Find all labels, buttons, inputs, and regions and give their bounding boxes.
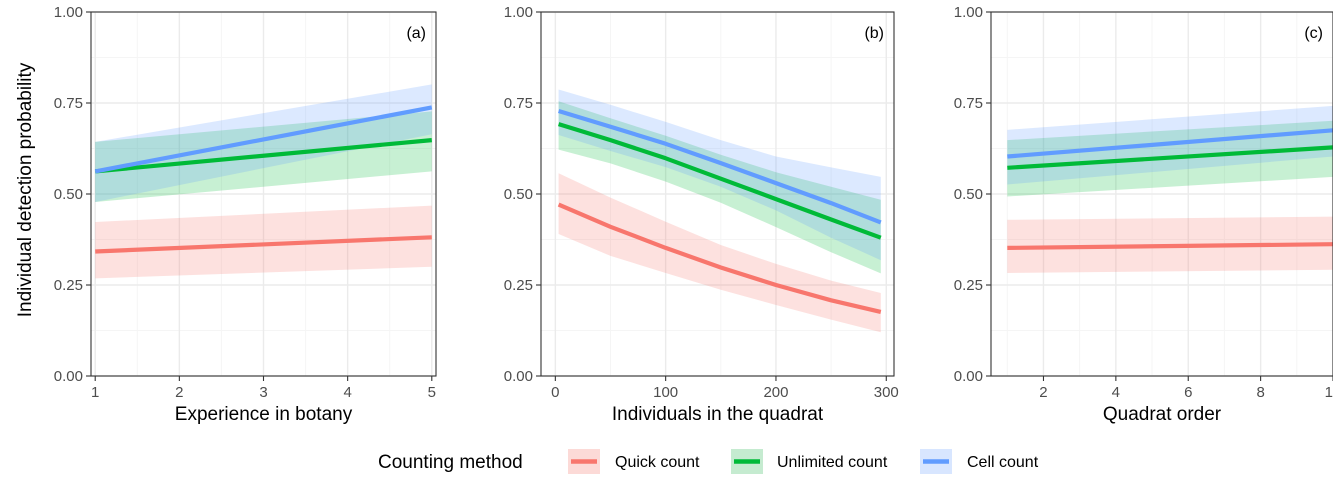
panel-b-x-tick-label: 200: [763, 384, 788, 401]
panel-c-y-tick-label: 0.75: [954, 95, 983, 112]
panel-a: 0.00 0.25 0.50 0.75 1.00 1 2 3 4 5 Experience in b…: [54, 4, 437, 425]
panel-c-y-tick-label: 0.25: [954, 277, 983, 294]
panel-c-x-tick-label: 2: [1039, 384, 1047, 401]
panel-a-y-tick-label: 1.00: [54, 4, 83, 21]
panel-c-line-cell-count: [1007, 128, 1333, 159]
panel-b-x-tick-label: 100: [653, 384, 678, 401]
panel-c-line-quick-count: [1007, 242, 1333, 250]
panel-b-ribbon-unlimited-count: [558, 101, 881, 274]
panel-c: 0.00 0.25 0.50 0.75 1.00 2 4 6 8 10 Quadrat order (…: [954, 4, 1333, 425]
panel-a-x-tick-label: 1: [91, 384, 99, 401]
panel-c-y-tick-label: 0.50: [954, 186, 983, 203]
panel-a-y-tick-label: 0.50: [54, 186, 83, 203]
panel-a-x-tick-label: 4: [343, 384, 351, 401]
panel-c-x-tick-label: 8: [1256, 384, 1264, 401]
legend-label-cell-count: Cell count: [967, 454, 1039, 471]
panel-a-x-axis-title: Experience in botany: [175, 404, 353, 425]
panel-c-x-tick-label: 10: [1325, 384, 1333, 401]
panel-b-tag: (b): [864, 25, 884, 42]
panel-a-line-cell-count: [94, 105, 433, 174]
panel-a-line-quick-count: [95, 235, 432, 254]
panel-a-x-tick-label: 5: [428, 384, 436, 401]
legend-item-unlimited-count: Unlimited count: [731, 449, 888, 474]
legend-title: Counting method: [378, 452, 523, 473]
panel-b-y-tick-label: 0.25: [504, 277, 533, 294]
panel-a-ribbon-cell-count: [95, 84, 432, 202]
panel-b-y-tick-label: 0.00: [504, 368, 533, 385]
panel-b-line-cell-count: [557, 108, 882, 225]
legend-label-unlimited-count: Unlimited count: [777, 454, 888, 471]
panel-c-x-tick-label: 4: [1112, 384, 1120, 401]
legend: Counting method Quick count Unlimited co…: [378, 449, 1039, 474]
panel-b-line-quick-count: [557, 202, 882, 314]
panel-b-line-unlimited-count: [557, 122, 882, 240]
legend-item-cell-count: Cell count: [920, 449, 1039, 474]
panel-b-y-tick-label: 0.50: [504, 186, 533, 203]
panel-b-x-tick-label: 300: [874, 384, 899, 401]
panel-a-line-unlimited-count: [95, 138, 432, 174]
panel-b: 0.00 0.25 0.50 0.75 1.00 0 100 200 300 Individual…: [504, 4, 899, 425]
panel-a-y-tick-label: 0.75: [54, 95, 83, 112]
panel-b-y-tick-label: 1.00: [504, 4, 533, 21]
panel-c-x-axis-title: Quadrat order: [1103, 404, 1222, 425]
panel-b-ribbon-cell-count: [558, 89, 881, 261]
panel-a-y-tick-label: 0.25: [54, 277, 83, 294]
panel-b-x-axis-title: Individuals in the quadrat: [612, 404, 824, 425]
panel-c-y-tick-label: 1.00: [954, 4, 983, 21]
panel-c-line-unlimited-count: [1007, 145, 1333, 170]
panel-c-y-tick-label: 0.00: [954, 368, 983, 385]
panel-b-y-tick-label: 0.75: [504, 95, 533, 112]
panel-a-x-tick-label: 3: [259, 384, 267, 401]
panel-c-x-tick-label: 6: [1184, 384, 1192, 401]
legend-item-quick-count: Quick count: [568, 449, 700, 474]
y-axis-title: Individual detection probability: [15, 62, 36, 317]
panel-a-y-tick-label: 0.00: [54, 368, 83, 385]
legend-label-quick-count: Quick count: [615, 454, 700, 471]
panel-a-tag: (a): [406, 25, 426, 42]
panel-a-x-tick-label: 2: [175, 384, 183, 401]
panel-a-ribbon-quick-count: [95, 205, 432, 279]
panel-b-x-tick-label: 0: [551, 384, 559, 401]
panel-c-tag: (c): [1304, 25, 1323, 42]
